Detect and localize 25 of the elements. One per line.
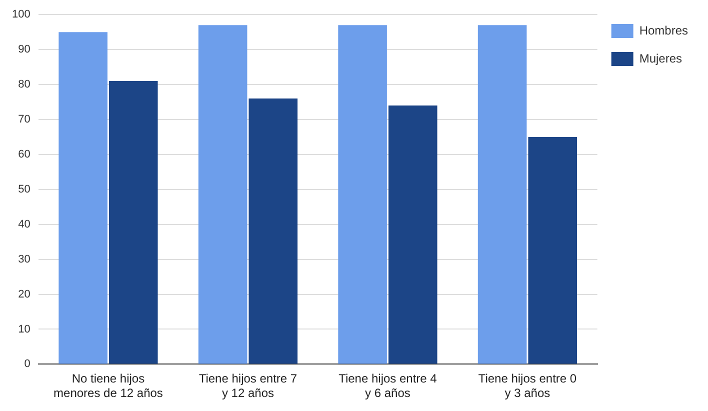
y-tick-label: 30 (18, 253, 30, 266)
x-tick-label: Tiene hijos entre 0 y 3 años (478, 372, 577, 400)
y-tick-label: 100 (12, 8, 30, 21)
y-tick-label: 50 (18, 183, 30, 196)
y-tick-label: 80 (18, 78, 30, 91)
bar (58, 32, 108, 364)
y-tick-label: 20 (18, 288, 30, 300)
y-tick-label: 0 (24, 358, 30, 370)
y-tick-label: 10 (18, 323, 30, 336)
x-tick-label: Tiene hijos entre 7 y 12 años (198, 372, 298, 400)
bar (108, 81, 158, 364)
x-tick-label: Tiene hijos entre 4 y 6 años (338, 372, 438, 400)
bar (338, 25, 387, 364)
bar (528, 136, 577, 364)
y-tick-label: 70 (18, 114, 30, 126)
bar (248, 98, 298, 364)
legend-label: Hombres (639, 23, 688, 38)
x-tick-label: No tiene hijos menores de 12 años (54, 372, 163, 400)
legend-label: Mujeres (639, 51, 682, 66)
bar (198, 25, 248, 364)
y-tick-label: 60 (18, 148, 30, 160)
bar (478, 25, 527, 364)
bar (388, 105, 438, 364)
y-tick-label: 40 (18, 218, 30, 230)
y-tick-label: 90 (18, 44, 30, 56)
